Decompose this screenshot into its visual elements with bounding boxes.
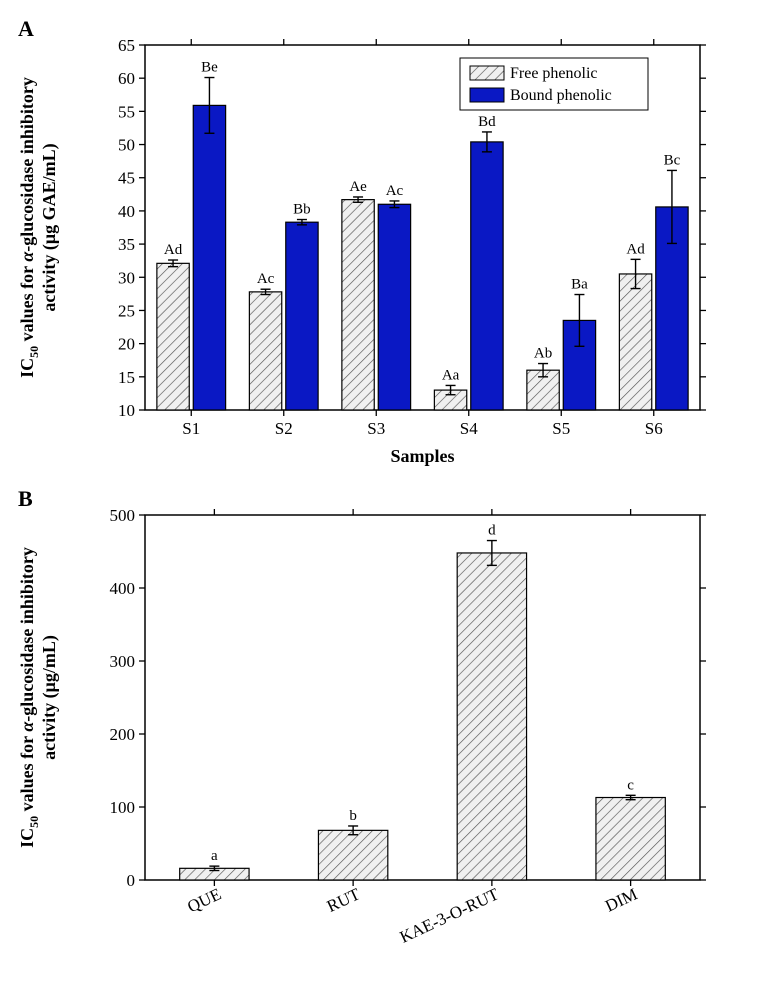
svg-text:KAE-3-O-RUT: KAE-3-O-RUT bbox=[397, 884, 502, 947]
svg-text:IC50 values for α-glucosidase: IC50 values for α-glucosidase inhibitory… bbox=[17, 547, 60, 848]
svg-text:Ac: Ac bbox=[257, 271, 275, 287]
svg-text:Samples: Samples bbox=[390, 446, 454, 466]
svg-text:c: c bbox=[627, 777, 634, 793]
bar bbox=[596, 798, 665, 880]
svg-text:0: 0 bbox=[127, 871, 136, 890]
svg-text:100: 100 bbox=[110, 798, 136, 817]
bar bbox=[471, 142, 503, 410]
svg-text:d: d bbox=[488, 523, 496, 539]
panel-b-svg: B 0 100 200 300 400 500 QUE a RUT b KAE-3-O-RUT d DIM… bbox=[0, 480, 758, 983]
svg-text:Aa: Aa bbox=[442, 367, 460, 383]
svg-text:A: A bbox=[18, 16, 34, 41]
svg-text:400: 400 bbox=[110, 579, 136, 598]
svg-text:45: 45 bbox=[118, 169, 135, 188]
svg-text:300: 300 bbox=[110, 652, 136, 671]
svg-text:10: 10 bbox=[118, 401, 135, 420]
bar bbox=[318, 830, 387, 880]
svg-text:Ad: Ad bbox=[164, 242, 183, 258]
svg-text:15: 15 bbox=[118, 368, 135, 387]
svg-text:S3: S3 bbox=[367, 419, 385, 438]
svg-text:S1: S1 bbox=[182, 419, 200, 438]
svg-text:S6: S6 bbox=[645, 419, 663, 438]
svg-text:Ac: Ac bbox=[386, 183, 404, 199]
svg-text:Ba: Ba bbox=[571, 277, 588, 293]
svg-text:S4: S4 bbox=[460, 419, 478, 438]
svg-text:30: 30 bbox=[118, 268, 135, 287]
figure: A 10 15 20 25 30 35 40 45 50 55 60 65 S1 Ad Be S2 Ac Bb S3 A… bbox=[0, 0, 758, 983]
svg-text:Be: Be bbox=[201, 60, 218, 76]
svg-text:25: 25 bbox=[118, 301, 135, 320]
svg-text:Bb: Bb bbox=[293, 202, 311, 218]
svg-text:Ae: Ae bbox=[349, 179, 367, 195]
svg-text:40: 40 bbox=[118, 202, 135, 221]
svg-text:200: 200 bbox=[110, 725, 136, 744]
svg-text:50: 50 bbox=[118, 136, 135, 155]
svg-text:20: 20 bbox=[118, 335, 135, 354]
svg-text:65: 65 bbox=[118, 36, 135, 55]
bar bbox=[457, 553, 526, 880]
bar bbox=[619, 274, 651, 410]
bar bbox=[342, 200, 374, 410]
svg-text:Bc: Bc bbox=[664, 152, 681, 168]
svg-text:RUT: RUT bbox=[324, 884, 363, 916]
svg-text:60: 60 bbox=[118, 69, 135, 88]
svg-text:Ad: Ad bbox=[626, 241, 645, 257]
svg-text:B: B bbox=[18, 486, 33, 511]
bar bbox=[378, 204, 410, 410]
legend: Free phenolic Bound phenolic bbox=[460, 58, 648, 110]
svg-text:b: b bbox=[349, 808, 357, 824]
svg-text:35: 35 bbox=[118, 235, 135, 254]
svg-text:Bd: Bd bbox=[478, 114, 496, 130]
svg-text:a: a bbox=[211, 848, 218, 864]
svg-text:S5: S5 bbox=[552, 419, 570, 438]
bar bbox=[193, 105, 225, 410]
bar bbox=[157, 263, 189, 410]
svg-text:55: 55 bbox=[118, 102, 135, 121]
svg-text:S2: S2 bbox=[275, 419, 293, 438]
svg-text:IC50 values for α-glucosidase: IC50 values for α-glucosidase inhibitory… bbox=[17, 77, 60, 378]
svg-text:Ab: Ab bbox=[534, 346, 552, 362]
svg-text:500: 500 bbox=[110, 506, 136, 525]
svg-text:Bound phenolic: Bound phenolic bbox=[510, 87, 612, 104]
svg-text:QUE: QUE bbox=[184, 884, 224, 916]
bar bbox=[249, 292, 281, 410]
panel-a-svg: A 10 15 20 25 30 35 40 45 50 55 60 65 S1 Ad Be S2 Ac Bb S3 A… bbox=[0, 0, 758, 480]
svg-text:DIM: DIM bbox=[602, 884, 640, 915]
bar bbox=[286, 222, 318, 410]
svg-text:Free phenolic: Free phenolic bbox=[510, 65, 598, 82]
